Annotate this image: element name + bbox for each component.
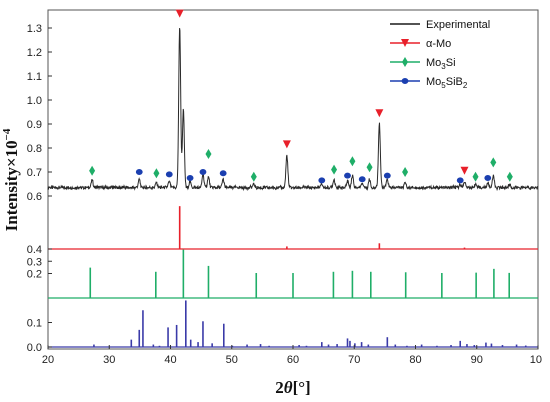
mo3si-marker <box>205 149 212 159</box>
axis-titles: 2θ[°] Intensity×10−4 <box>1 128 311 397</box>
x-tick-label: 60 <box>287 354 299 366</box>
legend-label: Mo5SiB2 <box>426 76 468 90</box>
y-tick-label: 0.9 <box>27 119 42 131</box>
mo5sib2-marker <box>456 177 464 184</box>
y-tick-label: 0.4 <box>27 244 42 256</box>
mo5sib2-marker <box>199 169 207 175</box>
y-tick-label: 1.0 <box>27 95 42 107</box>
y-tick-label: 0.6 <box>27 191 42 203</box>
y-tick-label: 0.1 <box>27 318 42 330</box>
legend-label: Mo3Si <box>426 57 456 71</box>
legend-item-mo3si: Mo3Si <box>390 57 456 71</box>
alpha-mo-marker <box>282 140 291 149</box>
mo3si-marker <box>366 162 373 173</box>
mo3si-marker <box>250 171 257 182</box>
y-tick-label: 1.3 <box>27 23 42 35</box>
y-tick-label: 0.2 <box>27 269 42 281</box>
mo3si-marker <box>402 167 409 177</box>
y-tick-label: 0.7 <box>27 167 42 179</box>
mo3si-marker <box>506 171 513 182</box>
legend-label: α-Mo <box>426 38 451 50</box>
legend-triangle-icon <box>401 39 409 47</box>
x-tick-label: 40 <box>164 354 176 366</box>
experimental-trace <box>47 28 539 192</box>
legend-circle-icon <box>401 78 409 84</box>
legend: Experimental α-Mo Mo3Si Mo5SiB2 <box>390 19 490 90</box>
mo3si-marker <box>490 157 497 168</box>
alpha-mo-marker <box>175 9 184 18</box>
mo3si-marker <box>331 164 338 175</box>
mo3si-marker <box>153 168 160 179</box>
alpha-mo-marker <box>375 109 384 118</box>
x-tick-label: 90 <box>471 354 483 366</box>
x-tick-label: 80 <box>409 354 421 366</box>
x-tick-label: 10 <box>530 354 542 366</box>
mo5sib2-marker <box>135 169 143 175</box>
mo3si-marker <box>472 171 479 182</box>
legend-item-alpha-mo: α-Mo <box>390 38 451 50</box>
y-tick-label: 0.3 <box>27 256 42 268</box>
y-tick-label: 1.2 <box>27 47 42 59</box>
mo3si-marker <box>349 156 356 167</box>
legend-diamond-icon <box>402 57 408 67</box>
legend-item-mo5sib2: Mo5SiB2 <box>390 76 468 90</box>
legend-label: Experimental <box>426 19 490 31</box>
mo5sib2-marker <box>484 175 492 181</box>
experimental-pattern <box>47 28 539 192</box>
x-tick-label: 70 <box>348 354 360 366</box>
mo5sib2-marker <box>358 176 366 183</box>
reference-patterns <box>48 206 538 348</box>
y-axis-title: Intensity×10−4 <box>1 128 21 231</box>
phase-markers <box>89 9 513 184</box>
x-axis-title: 2θ[°] <box>275 378 310 397</box>
x-tick-label: 50 <box>226 354 238 366</box>
mo5sib2-marker <box>186 175 194 181</box>
mo5sib2-marker <box>219 170 227 177</box>
axes: 0.40.30.2 0.1 0.0 1.3 1.2 1.1 1.0 0.9 0.8 0.7 0.6 2… <box>27 23 542 366</box>
alpha-mo-marker <box>460 166 469 175</box>
y-tick-label: 1.1 <box>27 71 42 83</box>
mo5sib2-marker <box>383 172 391 179</box>
mo5sib2-marker <box>318 177 326 184</box>
y-tick-label: 0.8 <box>27 143 42 155</box>
mo5sib2-marker <box>165 171 173 178</box>
x-tick-label: 30 <box>103 354 115 366</box>
x-tick-label: 20 <box>42 354 54 366</box>
legend-item-experimental: Experimental <box>390 19 490 31</box>
mo3si-marker <box>89 165 96 176</box>
y-tick-label: 0.0 <box>27 342 42 354</box>
mo5sib2-marker <box>344 172 351 179</box>
